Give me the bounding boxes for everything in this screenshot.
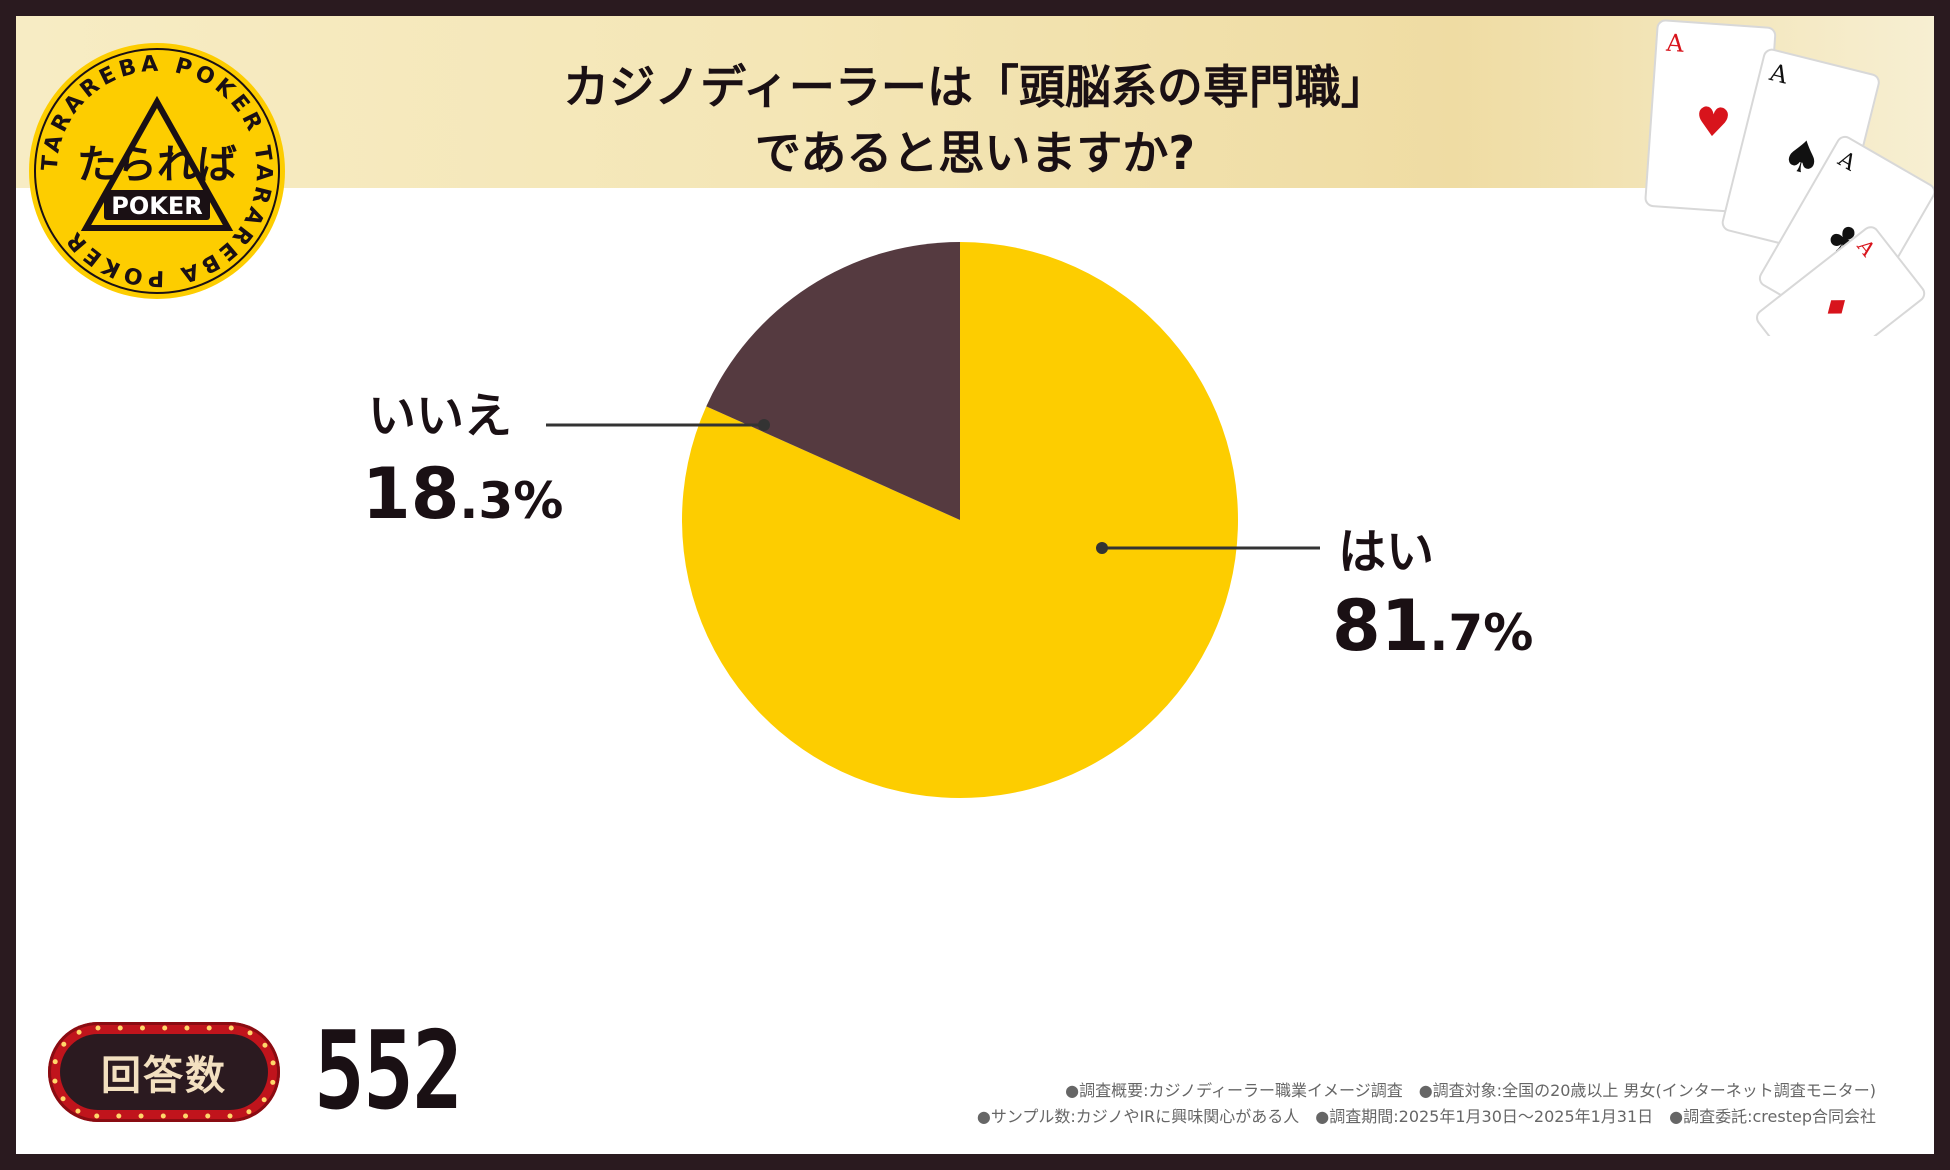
badge-light-dot <box>228 1114 233 1119</box>
response-count-badge: 回答数 <box>48 1022 280 1122</box>
badge-light-dot <box>207 1026 212 1031</box>
chart-frame: カジノディーラーは「頭脳系の専門職」 であると思いますか? TARAREBA P… <box>16 16 1934 1154</box>
survey-notes-line2: ●サンプル数:カジノやIRに興味関心がある人 ●調査期間:2025年1月30日～… <box>977 1104 1876 1130</box>
badge-light-dot <box>162 1026 167 1031</box>
badge-light-dot <box>118 1026 123 1031</box>
badge-light-dot <box>229 1026 234 1031</box>
slice-value-yes-dec: .7% <box>1429 604 1533 662</box>
slice-label-yes: はい <box>1338 524 1434 580</box>
slice-value-yes-int: 81 <box>1332 585 1429 667</box>
badge-light-dot <box>262 1097 267 1102</box>
pie-chart <box>16 16 1934 1154</box>
badge-light-dot <box>77 1030 82 1035</box>
slice-label-no: いいえ <box>368 388 512 444</box>
badge-light-dot <box>270 1080 275 1085</box>
badge-light-dot <box>61 1042 66 1047</box>
leader-line-yes-dot <box>1096 542 1108 554</box>
badge-light-dot <box>184 1026 189 1031</box>
badge-light-dot <box>139 1114 144 1119</box>
badge-light-dot <box>246 1109 251 1114</box>
badge-light-dot <box>161 1114 166 1119</box>
badge-light-dot <box>75 1109 80 1114</box>
badge-light-dot <box>96 1026 101 1031</box>
leader-line-no-dot <box>758 419 770 431</box>
survey-notes: ●調査概要:カジノディーラー職業イメージ調査 ●調査対象:全国の20歳以上 男女… <box>977 1078 1876 1130</box>
badge-light-dot <box>262 1043 267 1048</box>
slice-value-yes: 81.7% <box>1332 586 1533 685</box>
slice-value-no: 18.3% <box>362 454 563 553</box>
response-count-label: 回答数 <box>60 1034 268 1110</box>
badge-light-dot <box>271 1060 276 1065</box>
badge-light-dot <box>205 1114 210 1119</box>
badge-light-dot <box>248 1030 253 1035</box>
badge-light-dot <box>183 1114 188 1119</box>
badge-light-dot <box>52 1079 57 1084</box>
survey-notes-line1: ●調査概要:カジノディーラー職業イメージ調査 ●調査対象:全国の20歳以上 男女… <box>977 1078 1876 1104</box>
badge-light-dot <box>61 1096 66 1101</box>
badge-light-dot <box>116 1114 121 1119</box>
response-count-value: 552 <box>314 1012 461 1132</box>
pie-slices <box>682 242 1238 798</box>
badge-light-dot <box>140 1026 145 1031</box>
badge-light-dot <box>94 1113 99 1118</box>
badge-light-dot <box>53 1059 58 1064</box>
slice-value-no-dec: .3% <box>459 472 563 530</box>
slice-value-no-int: 18 <box>362 453 459 535</box>
